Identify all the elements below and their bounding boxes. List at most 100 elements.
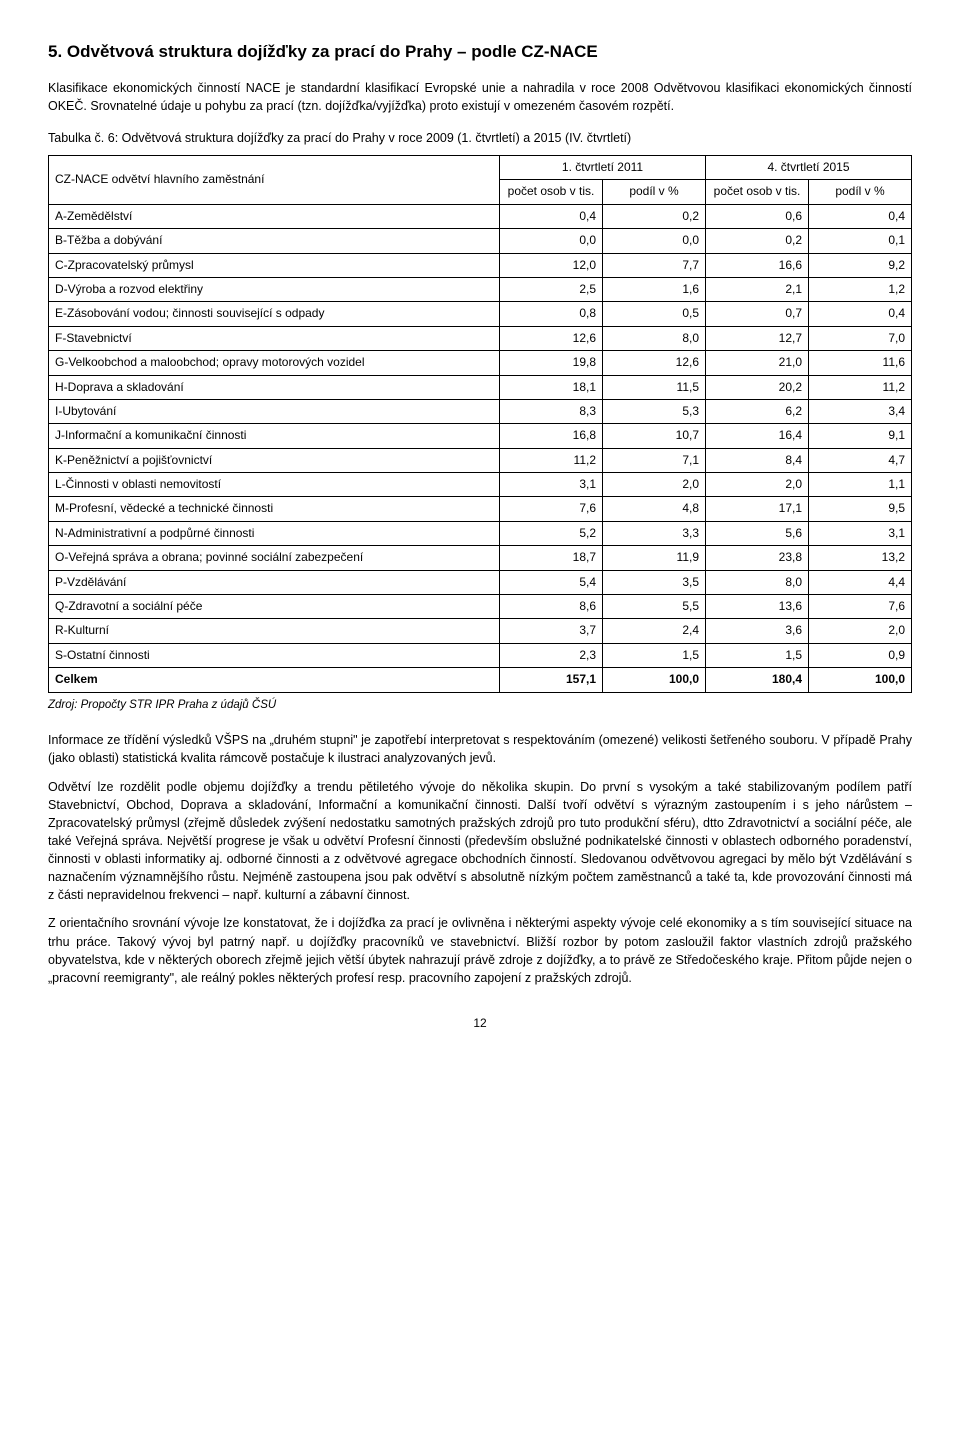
table-row: A-Zemědělství0,40,20,60,4 [49,204,912,228]
col-header-main: CZ-NACE odvětví hlavního zaměstnání [49,156,500,205]
row-label: G-Velkoobchod a maloobchod; opravy motor… [49,351,500,375]
row-val: 13,2 [809,546,912,570]
row-val: 9,2 [809,253,912,277]
row-val: 3,4 [809,399,912,423]
row-val: 4,4 [809,570,912,594]
row-val: 8,3 [500,399,603,423]
table-row: E-Zásobování vodou; činnosti související… [49,302,912,326]
row-val: 1,2 [809,277,912,301]
row-val: 0,5 [603,302,706,326]
col-subheader-count: počet osob v tis. [500,180,603,204]
row-val: 0,6 [706,204,809,228]
row-val: 16,6 [706,253,809,277]
row-val: 0,0 [500,229,603,253]
row-label: M-Profesní, vědecké a technické činnosti [49,497,500,521]
row-label: O-Veřejná správa a obrana; povinné sociá… [49,546,500,570]
table-row: L-Činnosti v oblasti nemovitostí3,12,02,… [49,473,912,497]
row-val: 7,6 [809,595,912,619]
row-val: 3,3 [603,521,706,545]
table-row: B-Těžba a dobývání0,00,00,20,1 [49,229,912,253]
table-row: S-Ostatní činnosti2,31,51,50,9 [49,643,912,667]
row-val: 8,0 [706,570,809,594]
row-label: P-Vzdělávání [49,570,500,594]
row-val: 100,0 [809,668,912,692]
row-val: 0,4 [500,204,603,228]
table-row: K-Peněžnictví a pojišťovnictví11,27,18,4… [49,448,912,472]
row-label: C-Zpracovatelský průmysl [49,253,500,277]
row-label: N-Administrativní a podpůrné činnosti [49,521,500,545]
row-val: 1,5 [603,643,706,667]
table-row: O-Veřejná správa a obrana; povinné sociá… [49,546,912,570]
row-val: 8,4 [706,448,809,472]
row-val: 18,7 [500,546,603,570]
row-val: 0,8 [500,302,603,326]
row-val: 11,6 [809,351,912,375]
row-val: 5,6 [706,521,809,545]
row-label: A-Zemědělství [49,204,500,228]
row-val: 11,2 [809,375,912,399]
row-val: 0,2 [603,204,706,228]
row-label: F-Stavebnictví [49,326,500,350]
row-val: 7,7 [603,253,706,277]
row-val: 5,3 [603,399,706,423]
row-val: 3,1 [500,473,603,497]
col-header-group2: 4. čtvrtletí 2015 [706,156,912,180]
col-subheader-share: podíl v % [809,180,912,204]
row-val: 8,6 [500,595,603,619]
row-val: 1,1 [809,473,912,497]
table-row: R-Kulturní3,72,43,62,0 [49,619,912,643]
row-label: E-Zásobování vodou; činnosti související… [49,302,500,326]
table-row: F-Stavebnictví12,68,012,77,0 [49,326,912,350]
page-number: 12 [48,1015,912,1032]
row-val: 0,7 [706,302,809,326]
row-val: 0,1 [809,229,912,253]
row-val: 0,9 [809,643,912,667]
table-row: G-Velkoobchod a maloobchod; opravy motor… [49,351,912,375]
row-val: 3,5 [603,570,706,594]
row-val: 16,8 [500,424,603,448]
row-val: 0,4 [809,204,912,228]
row-val: 11,5 [603,375,706,399]
row-val: 2,0 [603,473,706,497]
row-val: 7,6 [500,497,603,521]
row-val: 11,9 [603,546,706,570]
row-val: 13,6 [706,595,809,619]
row-val: 17,1 [706,497,809,521]
row-val: 20,2 [706,375,809,399]
row-val: 7,0 [809,326,912,350]
table-row: J-Informační a komunikační činnosti16,81… [49,424,912,448]
row-val: 2,0 [706,473,809,497]
after-p1: Informace ze třídění výsledků VŠPS na „d… [48,731,912,767]
row-label: B-Těžba a dobývání [49,229,500,253]
row-val: 0,4 [809,302,912,326]
row-label: J-Informační a komunikační činnosti [49,424,500,448]
table-row-total: Celkem157,1100,0180,4100,0 [49,668,912,692]
after-p3: Z orientačního srovnání vývoje lze konst… [48,914,912,987]
row-val: 12,6 [603,351,706,375]
row-val: 157,1 [500,668,603,692]
row-val: 3,7 [500,619,603,643]
col-subheader-share: podíl v % [603,180,706,204]
intro-paragraph: Klasifikace ekonomických činností NACE j… [48,79,912,115]
col-subheader-count: počet osob v tis. [706,180,809,204]
row-val: 12,0 [500,253,603,277]
row-val: 0,0 [603,229,706,253]
table-caption: Tabulka č. 6: Odvětvová struktura dojížď… [48,129,912,147]
table-row: C-Zpracovatelský průmysl12,07,716,69,2 [49,253,912,277]
row-val: 3,1 [809,521,912,545]
row-val: 16,4 [706,424,809,448]
row-label: S-Ostatní činnosti [49,643,500,667]
row-val: 18,1 [500,375,603,399]
row-label: D-Výroba a rozvod elektřiny [49,277,500,301]
row-val: 9,5 [809,497,912,521]
row-val: 10,7 [603,424,706,448]
row-val: 3,6 [706,619,809,643]
table-row: P-Vzdělávání5,43,58,04,4 [49,570,912,594]
row-val: 6,2 [706,399,809,423]
row-val: 2,0 [809,619,912,643]
row-label: R-Kulturní [49,619,500,643]
table-row: N-Administrativní a podpůrné činnosti5,2… [49,521,912,545]
row-label: L-Činnosti v oblasti nemovitostí [49,473,500,497]
row-val: 5,5 [603,595,706,619]
table-row: D-Výroba a rozvod elektřiny2,51,62,11,2 [49,277,912,301]
